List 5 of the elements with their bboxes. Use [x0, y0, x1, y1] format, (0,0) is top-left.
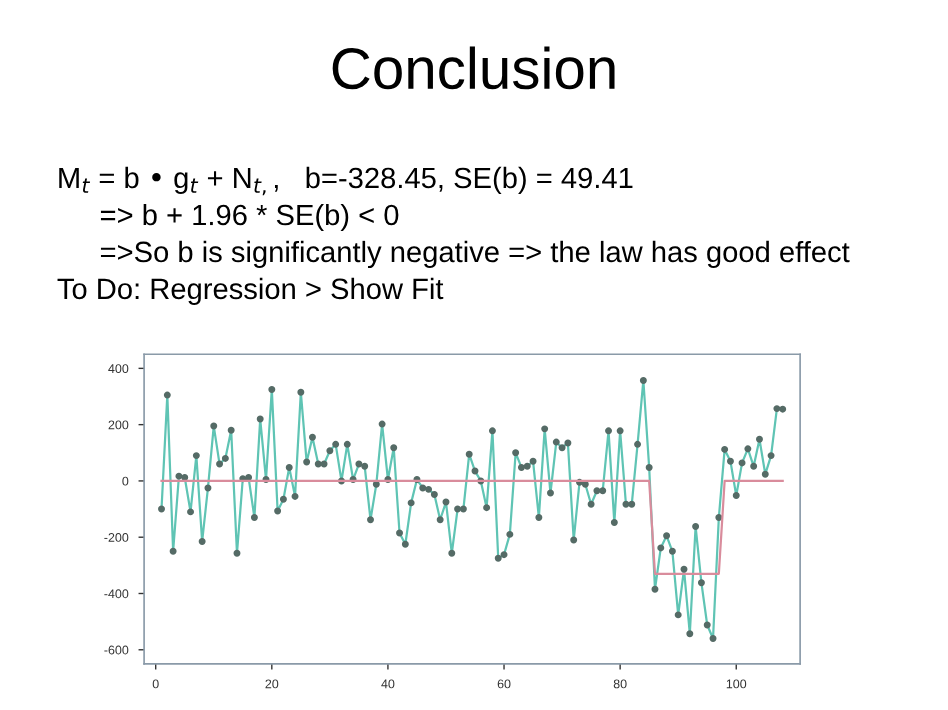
text: To Do: Regression > Show Fit [57, 277, 444, 305]
text: => b + 1.96 * SE(b) < 0 [100, 203, 399, 232]
chart-title: Conclusion [332, 46, 615, 90]
text: =>So b is significantly negative => the law has good effect [100, 240, 850, 269]
text: M$_{t}$ = b • g$_{t}$ + N$_{t,}$, b=-328.45, SE(b) = 49.41 [59, 166, 633, 196]
